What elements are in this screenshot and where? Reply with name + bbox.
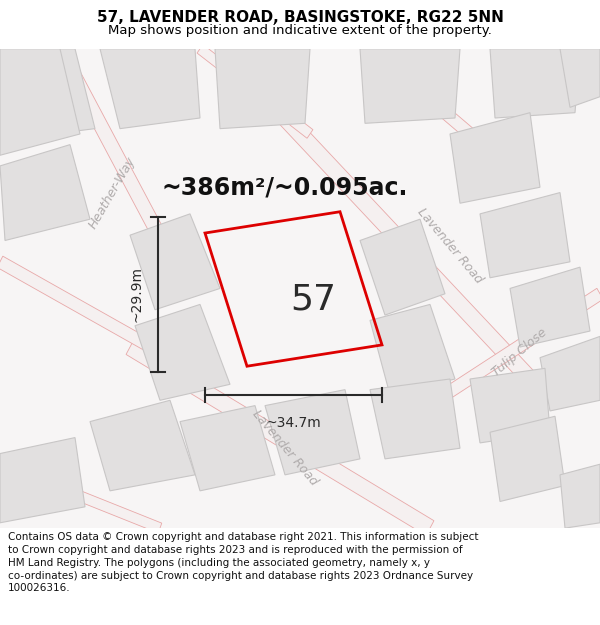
Text: 57: 57 <box>290 282 337 317</box>
Polygon shape <box>540 336 600 411</box>
Polygon shape <box>0 459 162 533</box>
Polygon shape <box>274 107 545 396</box>
Polygon shape <box>265 389 360 475</box>
Text: Contains OS data © Crown copyright and database right 2021. This information is : Contains OS data © Crown copyright and d… <box>8 532 479 593</box>
Text: Lavender Road: Lavender Road <box>250 408 320 489</box>
Polygon shape <box>197 44 313 138</box>
Text: Map shows position and indicative extent of the property.: Map shows position and indicative extent… <box>108 24 492 36</box>
Polygon shape <box>490 49 580 118</box>
Text: 57, LAVENDER ROAD, BASINGSTOKE, RG22 5NN: 57, LAVENDER ROAD, BASINGSTOKE, RG22 5NN <box>97 10 503 25</box>
Text: Heather-Way: Heather-Way <box>86 154 138 231</box>
Polygon shape <box>370 304 455 395</box>
Text: ~386m²/~0.095ac.: ~386m²/~0.095ac. <box>162 175 408 199</box>
Polygon shape <box>366 44 524 182</box>
Polygon shape <box>470 368 550 443</box>
Polygon shape <box>100 49 200 129</box>
Polygon shape <box>0 438 85 522</box>
Polygon shape <box>360 49 460 123</box>
Polygon shape <box>370 379 460 459</box>
Text: Lavender Road: Lavender Road <box>415 206 485 286</box>
Polygon shape <box>135 304 230 400</box>
Polygon shape <box>510 267 590 347</box>
Polygon shape <box>417 288 600 416</box>
Polygon shape <box>560 49 600 108</box>
Polygon shape <box>126 339 434 536</box>
Polygon shape <box>0 144 90 241</box>
Polygon shape <box>0 49 80 155</box>
Polygon shape <box>560 464 600 528</box>
Polygon shape <box>360 219 445 315</box>
Text: Tulip Close: Tulip Close <box>490 326 550 379</box>
Polygon shape <box>480 192 570 278</box>
Text: ~29.9m: ~29.9m <box>129 266 143 322</box>
Polygon shape <box>130 214 220 310</box>
Polygon shape <box>0 49 95 139</box>
Polygon shape <box>180 406 275 491</box>
Text: ~34.7m: ~34.7m <box>266 416 322 430</box>
Polygon shape <box>0 256 173 363</box>
Polygon shape <box>0 49 600 528</box>
Polygon shape <box>215 49 310 129</box>
Polygon shape <box>490 416 565 501</box>
Polygon shape <box>54 45 196 298</box>
Polygon shape <box>450 112 540 203</box>
Polygon shape <box>90 400 195 491</box>
